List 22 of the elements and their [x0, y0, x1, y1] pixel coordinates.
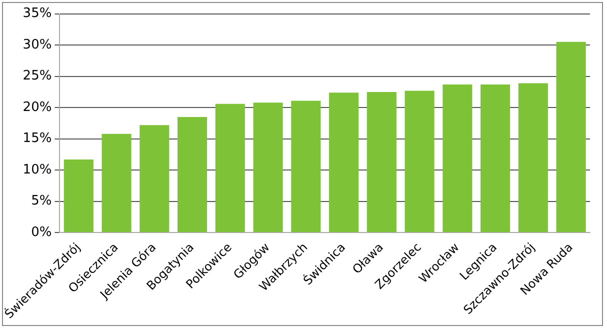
y-tick-label: 30%: [22, 37, 52, 52]
bar: [178, 116, 208, 232]
bar: [480, 84, 510, 232]
bar: [442, 84, 472, 232]
bar: [556, 42, 586, 232]
y-tick-label: 5%: [31, 194, 52, 209]
y-tick-label: 10%: [22, 162, 52, 178]
y-tick-label: 35%: [22, 6, 52, 22]
y-tick-label: 0%: [31, 224, 52, 240]
bar: [253, 102, 283, 232]
bar: [518, 83, 548, 232]
bar: [102, 134, 132, 232]
bar: [140, 125, 170, 232]
bar: [404, 90, 434, 232]
y-tick-label: 20%: [22, 100, 52, 115]
bar: [64, 159, 94, 232]
y-tick-label: 15%: [22, 131, 52, 146]
bar: [366, 92, 396, 232]
y-tick-label: 25%: [22, 68, 52, 84]
bar: [291, 100, 321, 232]
bar: [329, 92, 359, 232]
bar: [215, 104, 245, 232]
